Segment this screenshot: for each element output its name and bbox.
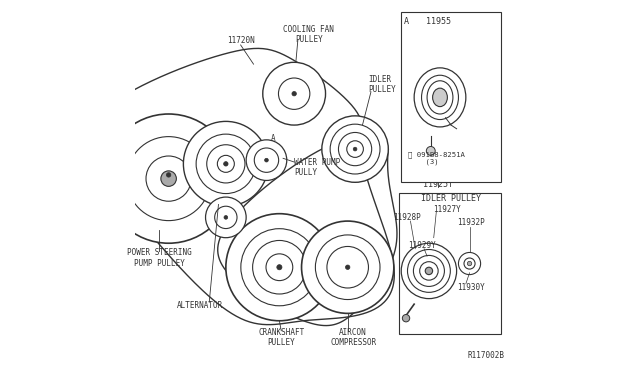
Circle shape	[266, 254, 292, 280]
Text: AIRCON
COMPRESSOR: AIRCON COMPRESSOR	[330, 328, 376, 347]
Text: 11927Y: 11927Y	[433, 205, 461, 214]
Text: POWER STEERING
PUMP PULLEY: POWER STEERING PUMP PULLEY	[127, 248, 192, 268]
Circle shape	[224, 215, 228, 219]
Circle shape	[327, 247, 369, 288]
Text: 11932P: 11932P	[458, 218, 485, 227]
Text: CRANKSHAFT
PULLEY: CRANKSHAFT PULLEY	[258, 328, 305, 347]
Circle shape	[226, 214, 333, 321]
Circle shape	[246, 140, 287, 180]
Circle shape	[278, 78, 310, 109]
Circle shape	[301, 221, 394, 313]
Text: 11925T: 11925T	[423, 180, 453, 189]
Ellipse shape	[422, 75, 458, 119]
Circle shape	[401, 243, 456, 299]
Text: 11720N: 11720N	[227, 36, 255, 45]
Text: A: A	[271, 134, 275, 142]
Circle shape	[127, 137, 211, 221]
Circle shape	[263, 62, 326, 125]
Bar	[399, 193, 501, 334]
Text: IDLER
PULLEY: IDLER PULLEY	[368, 75, 396, 94]
Circle shape	[184, 121, 268, 206]
Text: 11930Y: 11930Y	[458, 283, 485, 292]
Circle shape	[207, 145, 245, 183]
Circle shape	[277, 264, 282, 270]
Text: ALTERNATOR: ALTERNATOR	[177, 301, 223, 311]
Text: WATER PUMP
PULLY: WATER PUMP PULLY	[294, 158, 340, 177]
Circle shape	[464, 258, 475, 269]
Circle shape	[253, 240, 306, 294]
Circle shape	[426, 147, 435, 155]
Circle shape	[403, 314, 410, 322]
Circle shape	[347, 141, 364, 157]
Circle shape	[241, 229, 318, 306]
Text: IDLER PULLEY: IDLER PULLEY	[421, 195, 481, 203]
Circle shape	[425, 267, 433, 275]
Circle shape	[330, 124, 380, 174]
Circle shape	[292, 92, 296, 96]
Text: COOLING FAN
PULLEY: COOLING FAN PULLEY	[284, 25, 334, 44]
Circle shape	[214, 206, 237, 228]
Circle shape	[346, 265, 350, 269]
Circle shape	[166, 173, 171, 177]
Circle shape	[322, 116, 388, 182]
Circle shape	[353, 147, 357, 151]
Text: R117002B: R117002B	[468, 351, 505, 360]
Circle shape	[316, 235, 380, 299]
Circle shape	[161, 171, 177, 186]
Circle shape	[218, 155, 234, 172]
Circle shape	[146, 156, 191, 201]
Ellipse shape	[427, 81, 453, 114]
Circle shape	[264, 158, 268, 162]
Circle shape	[408, 250, 451, 292]
Circle shape	[254, 148, 278, 172]
Circle shape	[196, 134, 255, 193]
Circle shape	[467, 261, 472, 266]
Circle shape	[205, 197, 246, 238]
Circle shape	[458, 253, 481, 275]
Ellipse shape	[414, 68, 466, 127]
Text: A: A	[404, 17, 409, 26]
Text: 11928P: 11928P	[393, 213, 420, 222]
Circle shape	[104, 114, 233, 243]
Circle shape	[339, 132, 372, 166]
Text: 11929Y: 11929Y	[408, 241, 435, 250]
Text: 11955: 11955	[426, 17, 451, 26]
Text: Ⓑ 091B8-8251A
    (3): Ⓑ 091B8-8251A (3)	[408, 151, 465, 166]
Circle shape	[420, 262, 438, 280]
Circle shape	[223, 161, 228, 166]
Ellipse shape	[433, 88, 447, 107]
Circle shape	[413, 256, 444, 286]
Bar	[401, 13, 501, 182]
